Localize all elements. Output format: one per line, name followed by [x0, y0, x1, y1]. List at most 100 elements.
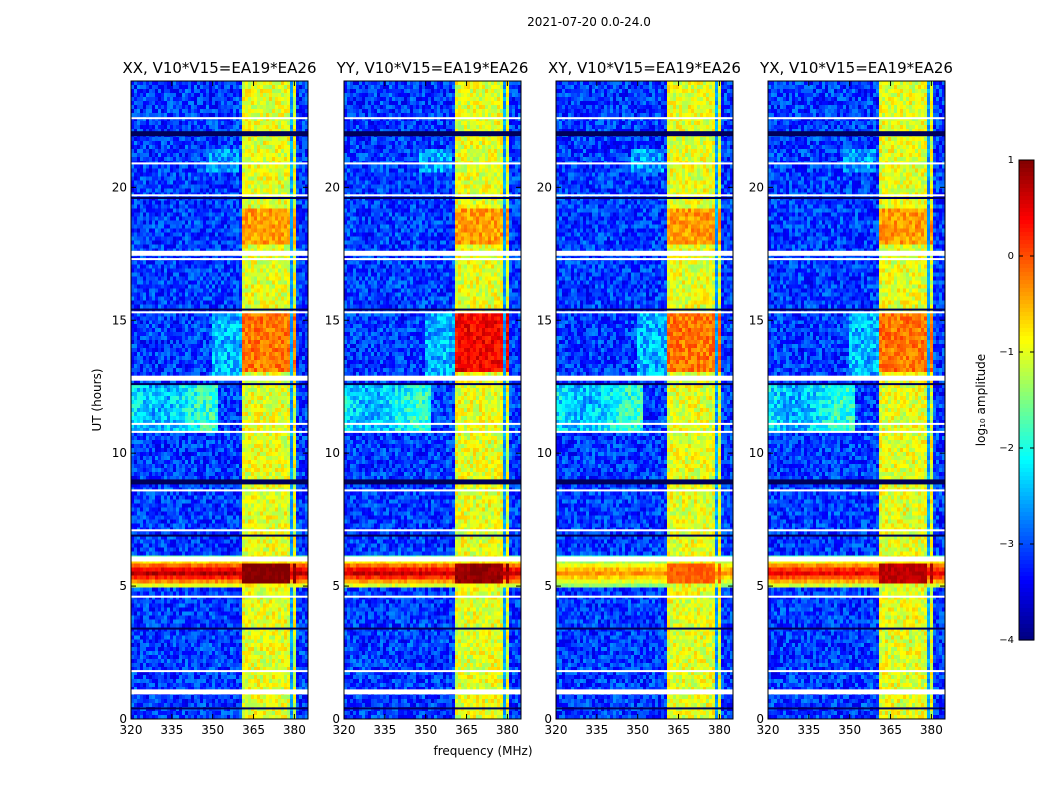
colorbar-segment [1019, 376, 1034, 381]
flagged-row [131, 194, 308, 196]
flagged-row [344, 117, 521, 119]
heatmap [344, 81, 522, 720]
flagged-row [344, 529, 521, 531]
x-tick-label: 350 [201, 723, 224, 737]
colorbar-segment [1019, 284, 1034, 289]
colorbar-segment [1019, 400, 1034, 405]
x-tick-label: 350 [626, 723, 649, 737]
colorbar-tick-label: −4 [999, 635, 1014, 646]
flagged-row [768, 194, 945, 196]
flagged-row [131, 489, 308, 491]
colorbar-segment [1019, 280, 1034, 285]
colorbar-segment [1019, 236, 1034, 241]
panel-title: YX, V10*V15=EA19*EA26 [759, 59, 953, 77]
y-tick-label: 15 [749, 313, 764, 327]
flagged-row [556, 251, 733, 256]
x-tick-label: 335 [160, 723, 183, 737]
colorbar-segment [1019, 304, 1034, 309]
colorbar-segment [1019, 196, 1034, 201]
flagged-row [344, 258, 521, 260]
flagged-row [131, 131, 308, 136]
colorbar-segment [1019, 360, 1034, 365]
colorbar-segment [1019, 556, 1034, 561]
colorbar-segment [1019, 536, 1034, 541]
colorbar-segment [1019, 564, 1034, 569]
colorbar-segment [1019, 424, 1034, 429]
colorbar-segment [1019, 180, 1034, 185]
x-tick-label: 335 [585, 723, 608, 737]
flagged-row [556, 529, 733, 531]
flagged-row [344, 131, 521, 136]
flagged-row [131, 596, 308, 598]
flagged-row [768, 707, 945, 709]
flagged-row [131, 535, 308, 537]
colorbar-segment [1019, 244, 1034, 249]
colorbar-segment [1019, 168, 1034, 173]
y-axis-label: UT (hours) [90, 368, 104, 431]
flagged-row [768, 535, 945, 537]
x-tick-label: 335 [373, 723, 396, 737]
colorbar-segment [1019, 224, 1034, 229]
flagged-row [556, 670, 733, 672]
colorbar-segment [1019, 504, 1034, 509]
x-tick-label: 380 [496, 723, 519, 737]
x-tick-label: 365 [879, 723, 902, 737]
flagged-row [768, 311, 945, 313]
flagged-row [556, 258, 733, 260]
flagged-row [131, 162, 308, 164]
colorbar-segment [1019, 408, 1034, 413]
colorbar-segment [1019, 488, 1034, 493]
flagged-row [131, 258, 308, 260]
flagged-row [556, 557, 733, 562]
colorbar-segment [1019, 332, 1034, 337]
colorbar-segment [1019, 208, 1034, 213]
flagged-row [556, 311, 733, 313]
colorbar-segment [1019, 624, 1034, 629]
colorbar-segment [1019, 596, 1034, 601]
colorbar-segment [1019, 204, 1034, 209]
colorbar-segment [1019, 368, 1034, 373]
colorbar-segment [1019, 516, 1034, 521]
flagged-row [556, 376, 733, 381]
colorbar-segment [1019, 268, 1034, 273]
colorbar-segment [1019, 352, 1034, 357]
y-tick-label: 20 [112, 180, 127, 194]
y-tick-label: 20 [537, 180, 552, 194]
colorbar-segment [1019, 300, 1034, 305]
flagged-row [344, 628, 521, 630]
colorbar-segment [1019, 476, 1034, 481]
flagged-row [131, 628, 308, 630]
colorbar-segment [1019, 452, 1034, 457]
flagged-row [344, 251, 521, 256]
colorbar-segment [1019, 380, 1034, 385]
flagged-row [344, 309, 521, 311]
flagged-row [768, 251, 945, 256]
flagged-row [131, 689, 308, 694]
y-tick-label: 0 [544, 712, 552, 726]
flagged-row [131, 479, 308, 484]
colorbar-segment [1019, 632, 1034, 637]
colorbar-segment [1019, 432, 1034, 437]
colorbar-segment [1019, 188, 1034, 193]
flagged-row [131, 309, 308, 311]
flagged-row [768, 670, 945, 672]
flagged-row [556, 628, 733, 630]
y-tick-label: 10 [537, 446, 552, 460]
colorbar-segment [1019, 248, 1034, 253]
flagged-row [556, 431, 733, 433]
flagged-row [556, 117, 733, 119]
colorbar-segment [1019, 388, 1034, 393]
flagged-row [768, 489, 945, 491]
colorbar-segment [1019, 184, 1034, 189]
colorbar-segment [1019, 172, 1034, 177]
y-tick-label: 10 [749, 446, 764, 460]
colorbar-segment [1019, 260, 1034, 265]
panel-title: XX, V10*V15=EA19*EA26 [122, 59, 316, 77]
colorbar-segment [1019, 200, 1034, 205]
colorbar-segment [1019, 296, 1034, 301]
colorbar-segment [1019, 216, 1034, 221]
colorbar-segment [1019, 312, 1034, 317]
colorbar-segment [1019, 548, 1034, 553]
colorbar-tick-label: −3 [999, 539, 1014, 550]
